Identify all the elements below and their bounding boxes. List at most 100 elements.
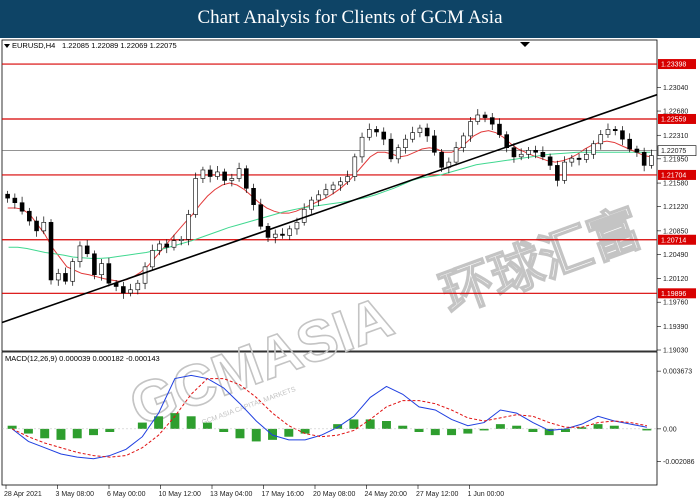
candle-body xyxy=(5,193,10,199)
candle-body xyxy=(591,143,596,155)
candle-body xyxy=(612,129,618,131)
candle-body xyxy=(352,156,358,177)
candle-body xyxy=(301,208,307,223)
candle-body xyxy=(323,189,329,196)
candle-body xyxy=(294,222,300,230)
candle-body xyxy=(576,157,582,160)
candle-body xyxy=(330,184,336,190)
candle-body xyxy=(186,214,191,240)
symbol-label: EURUSD,H4 xyxy=(12,41,55,50)
macd-line xyxy=(11,374,647,460)
signal-line xyxy=(11,378,647,458)
current-price-badge xyxy=(657,145,697,156)
candle-body xyxy=(374,129,379,133)
y-tick-label: 1.21950 xyxy=(663,156,688,163)
level-badge xyxy=(658,59,696,70)
candle-body xyxy=(547,156,553,166)
candle-body xyxy=(410,132,415,140)
y-tick-label: 1.22680 xyxy=(663,109,688,116)
macd-tick-label: 0.00 xyxy=(663,426,677,433)
y-tick-label: 1.23040 xyxy=(663,85,688,92)
level-badge xyxy=(658,288,696,299)
candle-body xyxy=(55,273,61,281)
candle-body xyxy=(251,187,256,205)
x-tick-label: 20 May 08:00 xyxy=(313,491,356,498)
x-tick-label: 27 May 12:00 xyxy=(416,491,459,498)
candle-body xyxy=(142,266,148,284)
macd-tick-label: -0.002086 xyxy=(663,459,695,466)
candle-body xyxy=(417,127,423,133)
candle-body xyxy=(359,136,365,158)
candle-body xyxy=(395,147,401,160)
candle-body xyxy=(309,199,314,210)
macd-panel-frame xyxy=(1,351,658,486)
y-tick-label: 1.19390 xyxy=(663,324,688,331)
candle-body xyxy=(236,168,242,179)
candle-body xyxy=(569,157,575,163)
candle-body xyxy=(63,273,68,282)
ma-fast-line xyxy=(7,130,652,282)
candle-body xyxy=(193,178,198,215)
candle-body xyxy=(19,202,25,212)
ohlc-values: 1.22085 1.22089 1.22069 1.22075 xyxy=(62,41,177,50)
candle-body xyxy=(200,169,206,179)
level-badge-label: 1.20714 xyxy=(661,237,686,244)
trade-marker-icon xyxy=(520,42,530,47)
level-badge-label: 1.19896 xyxy=(661,291,686,298)
level-badge xyxy=(658,113,696,124)
candle-body xyxy=(222,171,227,181)
trendline xyxy=(1,93,658,324)
candle-body xyxy=(265,225,271,238)
x-tick-label: 24 May 20:00 xyxy=(365,491,408,498)
current-price-label: 1.22075 xyxy=(661,148,686,155)
candle-body xyxy=(338,181,343,186)
candle-body xyxy=(366,129,372,138)
y-tick-label: 1.20490 xyxy=(663,252,688,259)
level-badge-label: 1.23398 xyxy=(661,62,686,69)
level-badge-label: 1.22559 xyxy=(661,116,686,123)
y-tick-label: 1.20850 xyxy=(663,228,688,235)
y-tick-label: 1.20120 xyxy=(663,276,688,283)
candle-body xyxy=(27,210,32,222)
candle-body xyxy=(77,245,83,262)
candle-body xyxy=(345,176,350,183)
candle-body xyxy=(157,243,162,251)
x-tick-label: 17 May 16:00 xyxy=(262,491,305,498)
x-tick-label: 10 May 12:00 xyxy=(159,491,202,498)
y-tick-label: 1.22310 xyxy=(663,133,688,140)
candle-body xyxy=(34,220,39,232)
candle-body xyxy=(649,155,654,166)
candle-body xyxy=(121,286,126,294)
y-tick-label: 1.21220 xyxy=(663,204,688,211)
candle-body xyxy=(244,168,249,189)
candle-body xyxy=(497,123,502,135)
candle-body xyxy=(135,282,141,291)
candle-body xyxy=(424,127,430,137)
candle-body xyxy=(518,153,524,158)
candle-body xyxy=(627,138,632,150)
candle-body xyxy=(403,138,408,149)
x-tick-label: 28 Apr 2021 xyxy=(4,491,42,498)
candle-body xyxy=(149,250,155,268)
candle-body xyxy=(258,204,264,227)
candle-body xyxy=(598,134,604,145)
candle-body xyxy=(388,138,394,160)
candle-body xyxy=(511,147,517,158)
y-tick-label: 1.21580 xyxy=(663,181,688,188)
candle-body xyxy=(280,233,285,236)
candle-body xyxy=(70,261,76,282)
x-tick-label: 6 May 00:00 xyxy=(107,491,146,498)
candle-body xyxy=(164,243,170,248)
y-tick-label: 1.19760 xyxy=(663,300,688,307)
macd-label: MACD(12,26,9) 0.000039 0.000182 -0.00014… xyxy=(5,354,160,363)
candle-body xyxy=(229,178,235,181)
y-tick-label: 1.19030 xyxy=(663,348,688,355)
x-tick-label: 1 Jun 00:00 xyxy=(468,491,505,498)
candle-body xyxy=(526,150,531,155)
candle-body xyxy=(620,130,625,140)
macd-tick-label: 0.003673 xyxy=(663,369,692,376)
candle-body xyxy=(84,245,90,255)
symbol-dropdown-icon xyxy=(4,44,10,48)
candle-body xyxy=(128,289,133,294)
candle-body xyxy=(432,135,437,153)
